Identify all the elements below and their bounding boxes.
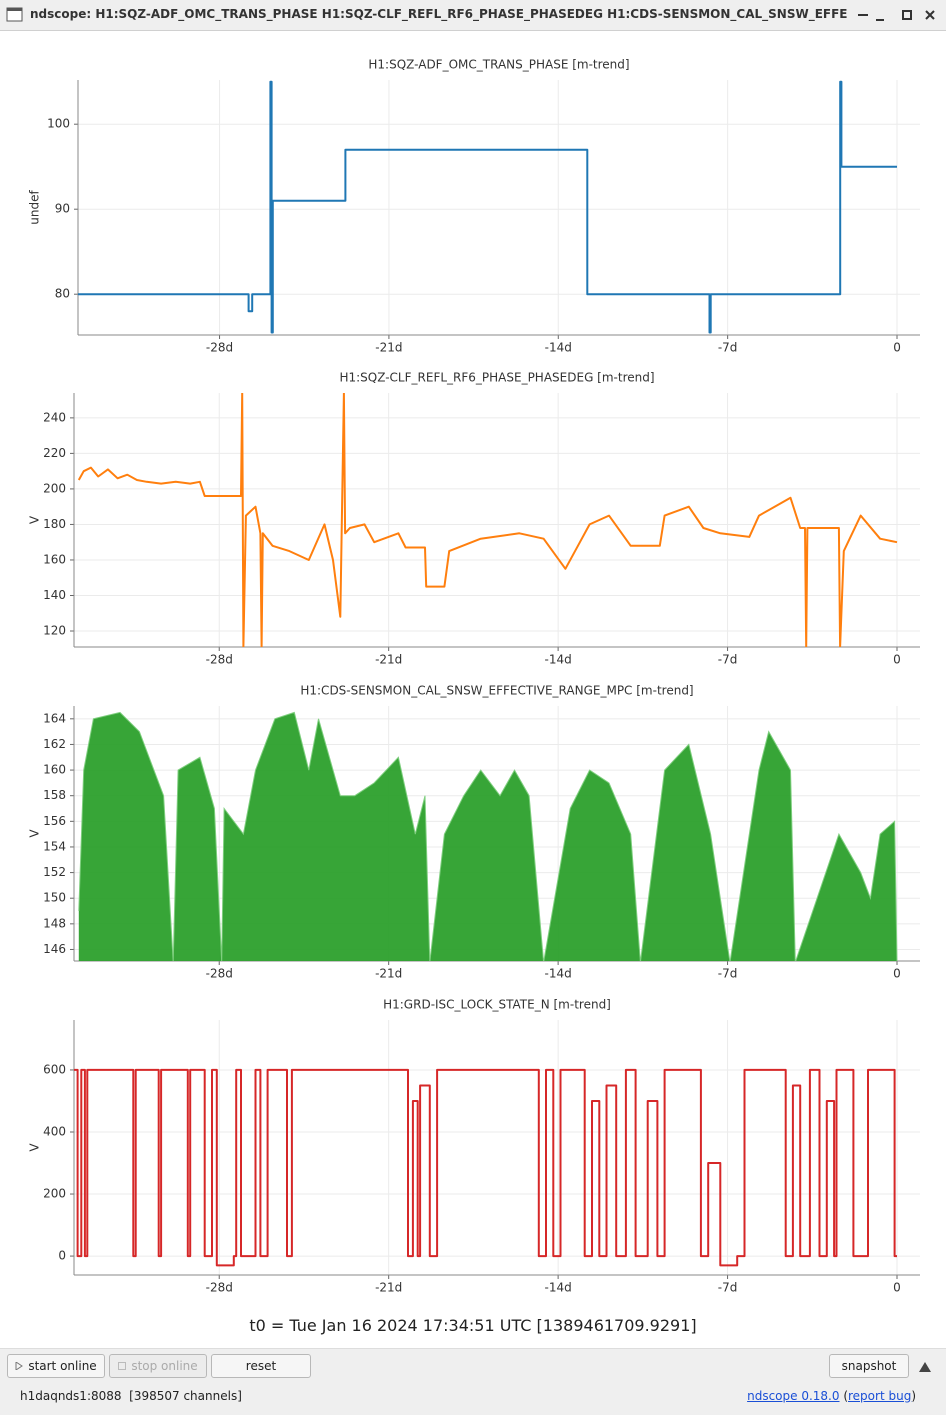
area (78, 712, 897, 961)
window-title: ndscope: H1:SQZ-ADF_OMC_TRANS_PHASE H1:S… (30, 7, 848, 21)
button-label: start online (28, 1359, 97, 1373)
y-tick-label: 162 (43, 737, 66, 751)
x-tick-label: -14d (545, 967, 572, 981)
x-tick-label: -21d (375, 653, 402, 667)
snapshot-button[interactable]: snapshot (829, 1354, 909, 1378)
stop-icon (118, 1362, 127, 1370)
y-tick-label: 220 (43, 446, 66, 460)
stop-online-button: stop online (109, 1354, 207, 1378)
x-tick-label: 0 (893, 653, 901, 667)
x-tick-label: -21d (375, 967, 402, 981)
y-axis-label: V (28, 829, 42, 838)
plot-title: H1:SQZ-CLF_REFL_RF6_PHASE_PHASEDEG [m-tr… (339, 371, 654, 385)
plot-title: H1:GRD-ISC_LOCK_STATE_N [m-trend] (383, 998, 611, 1012)
y-tick-label: 240 (43, 410, 66, 424)
area-edge (78, 711, 898, 961)
plot-area: H1:SQZ-ADF_OMC_TRANS_PHASE [m-trend] unde… (28, 58, 920, 1295)
x-tick-label: -28d (206, 341, 233, 355)
x-tick-label: -7d (718, 341, 738, 355)
x-tick-label: -28d (206, 967, 233, 981)
y-axis-label: undef (28, 190, 42, 225)
button-label: reset (245, 1359, 277, 1373)
close-button[interactable] (925, 10, 935, 20)
app-icon-bar (7, 8, 22, 11)
reset-button[interactable]: reset (211, 1354, 311, 1378)
x-tick-label: -7d (718, 967, 738, 981)
status-bar: h1daqnds1:8088 [398507 channels] ndscope… (0, 1382, 946, 1415)
play-icon (15, 1362, 24, 1370)
x-tick-label: -14d (545, 341, 572, 355)
x-tick-label: -28d (206, 653, 233, 667)
version-info: ndscope 0.18.0 (report bug) (747, 1389, 916, 1403)
trace (77, 393, 898, 647)
y-tick-label: 156 (43, 814, 66, 828)
trace (74, 1068, 897, 1267)
x-tick-label: -21d (375, 1281, 402, 1295)
y-tick-label: 154 (43, 839, 66, 853)
y-axis-label: V (28, 1143, 42, 1152)
y-tick-label: 160 (43, 763, 66, 777)
plot-title: H1:CDS-SENSMON_CAL_SNSW_EFFECTIVE_RANGE_… (300, 684, 693, 698)
y-tick-label: 140 (43, 588, 66, 602)
y-tick-label: 158 (43, 788, 66, 802)
paren: ) (911, 1389, 916, 1403)
maximize-button[interactable] (902, 10, 912, 20)
plot-title: H1:SQZ-ADF_OMC_TRANS_PHASE [m-trend] (368, 58, 629, 72)
plot: H1:SQZ-CLF_REFL_RF6_PHASE_PHASEDEG [m-tr… (28, 371, 920, 667)
trace (78, 80, 897, 334)
plot: H1:SQZ-ADF_OMC_TRANS_PHASE [m-trend] unde… (28, 58, 920, 355)
title-bar-icons (6, 7, 935, 22)
x-tick-label: 0 (893, 967, 901, 981)
y-tick-label: 400 (43, 1124, 66, 1138)
button-label: stop online (131, 1359, 198, 1373)
x-tick-label: -14d (545, 1281, 572, 1295)
x-tick-label: -14d (545, 653, 572, 667)
plot: H1:GRD-ISC_LOCK_STATE_N [m-trend] V -28d -2… (28, 998, 920, 1295)
button-label: snapshot (841, 1359, 897, 1373)
expand-toggle[interactable] (918, 1361, 932, 1373)
y-tick-label: 148 (43, 916, 66, 930)
x-tick-label: 0 (893, 1281, 901, 1295)
y-tick-label: 120 (43, 624, 66, 638)
y-tick-label: 160 (43, 552, 66, 566)
x-tick-label: -28d (206, 1281, 233, 1295)
y-tick-label: 600 (43, 1062, 66, 1076)
y-tick-label: 200 (43, 1187, 66, 1201)
x-tick-label: -7d (718, 653, 738, 667)
y-tick-label: 200 (43, 481, 66, 495)
y-tick-label: 164 (43, 711, 66, 725)
x-tick-label: -21d (375, 341, 402, 355)
start-online-button[interactable]: start online (7, 1354, 105, 1378)
y-tick-label: 90 (55, 202, 70, 216)
server-status: h1daqnds1:8088 [398507 channels] (20, 1389, 242, 1403)
y-tick-label: 100 (47, 117, 70, 131)
y-tick-label: 152 (43, 865, 66, 879)
title-bar: ndscope: H1:SQZ-ADF_OMC_TRANS_PHASE H1:S… (0, 0, 946, 31)
y-tick-label: 150 (43, 891, 66, 905)
y-axis-label: V (28, 515, 42, 524)
version-link[interactable]: ndscope 0.18.0 (747, 1389, 840, 1403)
y-tick-label: 180 (43, 517, 66, 531)
paren: ( (839, 1389, 848, 1403)
y-tick-label: 0 (58, 1249, 66, 1263)
report-bug-link[interactable]: report bug (848, 1389, 912, 1403)
x-tick-label: 0 (893, 341, 901, 355)
plot: H1:CDS-SENSMON_CAL_SNSW_EFFECTIVE_RANGE_… (28, 684, 920, 981)
y-tick-label: 80 (55, 287, 70, 301)
t0-label: t0 = Tue Jan 16 2024 17:34:51 UTC [13894… (249, 1316, 697, 1335)
y-tick-label: 146 (43, 942, 66, 956)
toolbar: start online stop online reset snapshot (0, 1348, 946, 1383)
x-tick-label: -7d (718, 1281, 738, 1295)
